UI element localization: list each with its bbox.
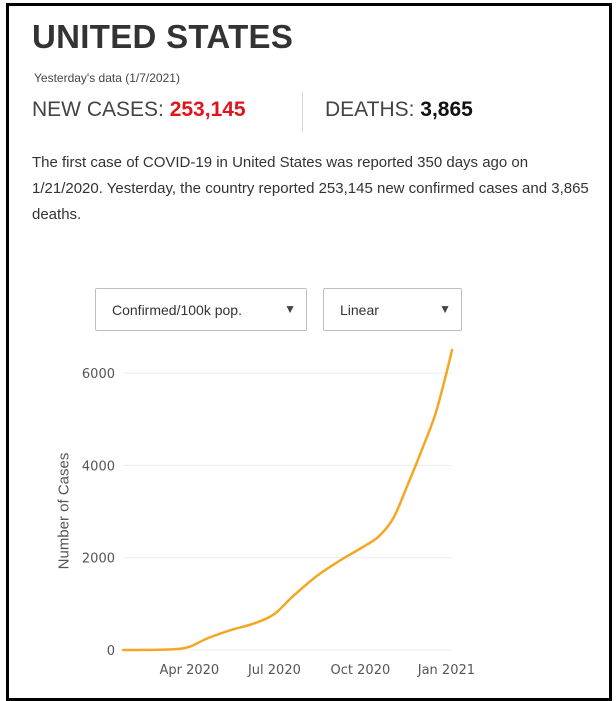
deaths-value: 3,865 bbox=[420, 98, 473, 121]
y-tick-label: 0 bbox=[107, 644, 115, 659]
new-cases-stat: NEW CASES: 253,145 bbox=[32, 98, 246, 122]
scale-select-value: Linear bbox=[340, 302, 379, 318]
new-cases-value: 253,145 bbox=[169, 98, 246, 121]
stats-row: NEW CASES: 253,145 DEATHS: 3,865 bbox=[32, 92, 589, 134]
x-tick-label: Apr 2020 bbox=[160, 663, 220, 678]
deaths-stat: DEATHS: 3,865 bbox=[325, 98, 473, 122]
dropdown-caret-icon: ▼ bbox=[284, 302, 296, 316]
metric-select-value: Confirmed/100k pop. bbox=[112, 302, 242, 318]
metric-select[interactable]: Confirmed/100k pop. ▼ bbox=[95, 288, 307, 331]
series-line bbox=[121, 348, 454, 652]
cases-chart: 0 2000 4000 6000 Apr 2020 Jul 2020 Oct 2020 Jan… bbox=[82, 348, 475, 678]
summary-text: The first case of COVID-19 in United Sta… bbox=[32, 154, 589, 223]
country-card: UNITED STATES Yesterday's data (1/7/2021… bbox=[6, 3, 612, 701]
stats-divider bbox=[302, 92, 303, 132]
x-tick-label: Jul 2020 bbox=[247, 663, 301, 678]
y-axis-title: Number of Cases bbox=[55, 452, 73, 570]
deaths-label: DEATHS: bbox=[325, 98, 421, 121]
country-title: UNITED STATES bbox=[32, 18, 294, 55]
x-tick-label: Jan 2021 bbox=[417, 663, 475, 678]
new-cases-label: NEW CASES: bbox=[32, 98, 170, 121]
dropdown-caret-icon: ▼ bbox=[439, 302, 451, 316]
scale-select[interactable]: Linear ▼ bbox=[323, 288, 462, 331]
y-tick-label: 4000 bbox=[82, 459, 115, 474]
x-tick-label: Oct 2020 bbox=[331, 663, 391, 678]
data-date: Yesterday's data (1/7/2021) bbox=[34, 71, 180, 85]
y-tick-label: 6000 bbox=[82, 367, 115, 382]
y-tick-label: 2000 bbox=[82, 552, 115, 567]
